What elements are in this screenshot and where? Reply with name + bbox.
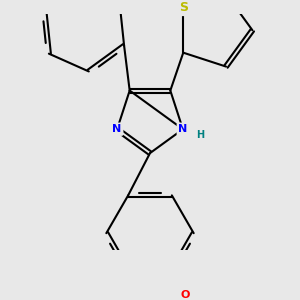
Text: H: H — [196, 130, 204, 140]
Text: O: O — [181, 290, 190, 300]
Text: S: S — [179, 1, 188, 14]
Text: N: N — [178, 124, 188, 134]
Text: N: N — [112, 124, 122, 134]
